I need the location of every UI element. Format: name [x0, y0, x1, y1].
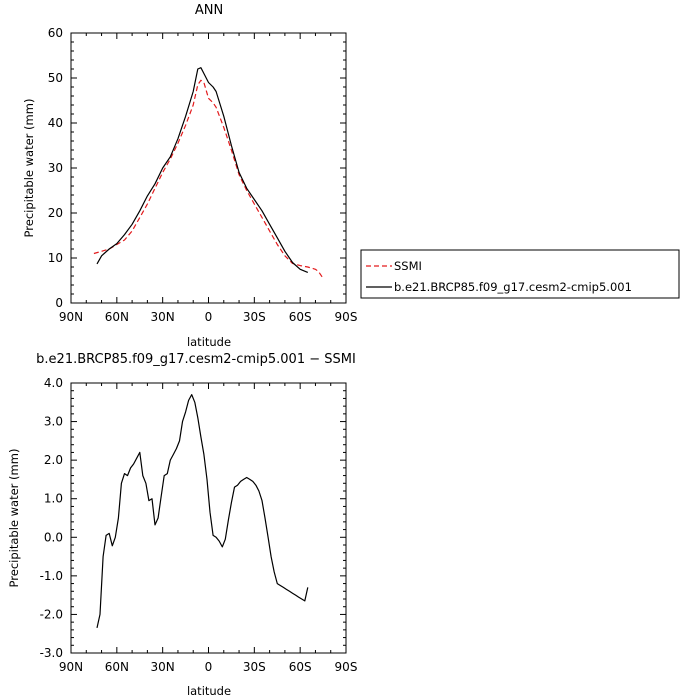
- top-plot-frame: [70, 32, 347, 304]
- bottom-series-group: [96, 394, 309, 629]
- top-ticks: 90N 60N 30N 0 30S 60S 90S 0 10 20 30 40 50 60: [48, 26, 358, 324]
- legend: SSMI b.e21.BRCP85.f09_g17.cesm2-cmip5.00…: [360, 249, 680, 299]
- bottom-x-axis-label: latitude: [187, 684, 231, 698]
- y-tick-label: 2.0: [44, 453, 63, 467]
- series-line-panel1-0: [96, 394, 309, 629]
- bottom-chart-title: b.e21.BRCP85.f09_g17.cesm2-cmip5.001 − S…: [36, 352, 356, 367]
- x-tick-label: 90N: [59, 310, 83, 324]
- bottom-plot-frame: [70, 382, 347, 654]
- top-series-group: [93, 67, 324, 279]
- y-tick-label: -2.0: [40, 607, 63, 621]
- x-tick-label: 90S: [335, 310, 358, 324]
- legend-entry-ssmi: SSMI: [394, 259, 422, 273]
- x-tick-label: 60S: [289, 660, 312, 674]
- y-tick-label: 40: [48, 116, 63, 130]
- bottom-ticks: 90N 60N 30N 0 30S 60S 90S 4.0 3.0 2.0 1.0 0.0 -1.0 -2…: [40, 376, 358, 674]
- x-tick-label: 30S: [243, 660, 266, 674]
- legend-frame: [360, 249, 680, 299]
- y-tick-label: 4.0: [44, 376, 63, 390]
- x-tick-label: 60S: [289, 310, 312, 324]
- x-tick-label: 60N: [105, 660, 129, 674]
- x-tick-label: 30N: [151, 310, 175, 324]
- series-line-b-e21-brcp85-f09-g17-cesm2-cmip5-001: [96, 67, 309, 273]
- series-line-ssmi: [93, 79, 324, 279]
- y-tick-label: 30: [48, 161, 63, 175]
- x-tick-label: 30S: [243, 310, 266, 324]
- x-tick-label: 90N: [59, 660, 83, 674]
- x-tick-label: 90S: [335, 660, 358, 674]
- x-tick-label: 30N: [151, 660, 175, 674]
- x-tick-label: 0: [205, 660, 213, 674]
- legend-entry-model: b.e21.BRCP85.f09_g17.cesm2-cmip5.001: [394, 280, 632, 294]
- y-tick-label: -3.0: [40, 646, 63, 660]
- y-tick-label: 1.0: [44, 492, 63, 506]
- y-tick-label: 20: [48, 206, 63, 220]
- top-chart-title: ANN: [195, 3, 223, 18]
- y-tick-label: 3.0: [44, 415, 63, 429]
- y-tick-label: 50: [48, 71, 63, 85]
- y-tick-label: -1.0: [40, 569, 63, 583]
- y-tick-label: 10: [48, 251, 63, 265]
- x-tick-label: 0: [205, 310, 213, 324]
- y-tick-label: 0: [55, 296, 63, 310]
- x-tick-label: 60N: [105, 310, 129, 324]
- top-panel: ANN 90N 60N 30N 0 30S 60S 90S 0 10 20 30 40 50 60 lat…: [22, 3, 357, 349]
- bottom-y-axis-label: Precipitable water (mm): [7, 449, 21, 588]
- y-tick-label: 60: [48, 26, 63, 40]
- bottom-panel: b.e21.BRCP85.f09_g17.cesm2-cmip5.001 − S…: [7, 352, 357, 698]
- top-y-axis-label: Precipitable water (mm): [22, 99, 36, 238]
- y-tick-label: 0.0: [44, 530, 63, 544]
- top-x-axis-label: latitude: [187, 335, 231, 349]
